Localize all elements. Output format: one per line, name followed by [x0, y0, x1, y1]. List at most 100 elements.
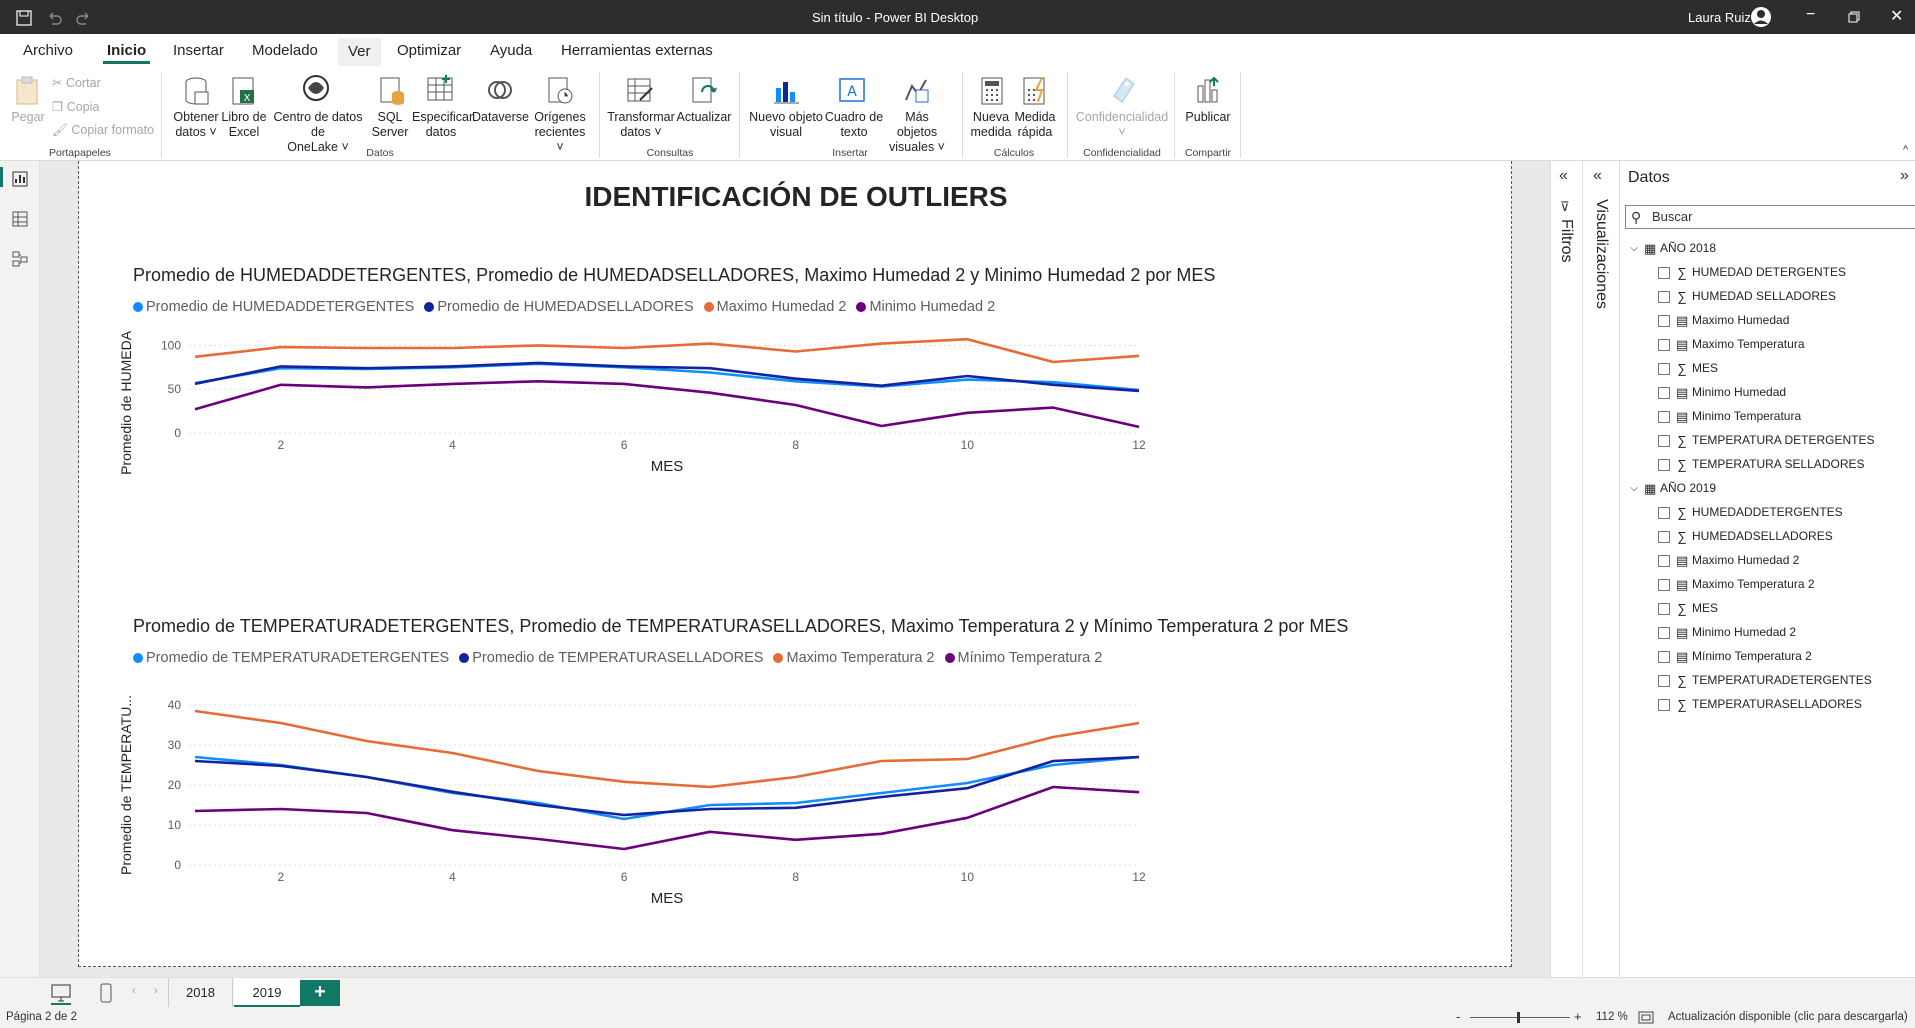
checkbox[interactable] — [1658, 506, 1670, 519]
copy-button[interactable]: ❐ Copia — [52, 100, 100, 114]
series-line[interactable] — [194, 379, 1140, 429]
nuevo-objeto-visual-button[interactable]: Nuevo objeto visual — [749, 110, 823, 139]
series-line[interactable] — [194, 709, 1140, 789]
chart1-plot[interactable]: 0 50 100 2 4 6 8 10 12 MES Promedio de HUMEDADD... — [119, 331, 1449, 561]
mas-objetos-visuales-button[interactable]: Más objetos visuales ˅ — [889, 110, 945, 154]
chart2-plot[interactable]: 0 10 20 30 40 2 4 6 8 10 12 MES Promedio de TEMPERAT… — [119, 677, 1449, 917]
legend-item[interactable]: Promedio de HUMEDADSELLADORES — [424, 299, 694, 315]
zoom-slider-thumb[interactable] — [1517, 1012, 1520, 1023]
sql-server-button[interactable]: SQL Server — [371, 110, 409, 139]
field-item[interactable]: ▤ Maximo Humedad — [1658, 311, 1789, 329]
transformar-datos-button[interactable]: Transformar datos ˅ — [607, 110, 675, 139]
filters-pane[interactable]: « ⊽ Filtros — [1550, 161, 1582, 977]
confidencialidad-button[interactable]: Confidencialidad ˅ — [1075, 110, 1169, 139]
format-painter-button[interactable]: 🖌 Copiar formato — [52, 123, 155, 137]
field-item[interactable]: ▤ Minimo Temperatura — [1658, 407, 1801, 425]
zoom-out-button[interactable]: - — [1456, 1009, 1461, 1024]
field-item[interactable]: ▤ Mínimo Temperatura 2 — [1658, 647, 1812, 665]
legend-item[interactable]: Promedio de TEMPERATURASELLADORES — [459, 650, 763, 666]
libro-excel-button[interactable]: Libro de Excel — [221, 110, 267, 139]
field-item[interactable]: ▤ Maximo Humedad 2 — [1658, 551, 1799, 569]
checkbox[interactable] — [1658, 338, 1670, 351]
expand-viz-icon[interactable]: « — [1593, 167, 1602, 184]
table-node[interactable]: ⌵ ▦ AÑO 2018 — [1628, 239, 1716, 257]
checkbox[interactable] — [1658, 410, 1670, 423]
cuadro-texto-button[interactable]: Cuadro de texto — [824, 110, 884, 139]
page-tab-2019[interactable]: 2019 — [234, 978, 300, 1008]
field-item[interactable]: ∑ TEMPERATURASELLADORES — [1658, 695, 1862, 713]
checkbox[interactable] — [1658, 650, 1670, 663]
tab-ver[interactable]: Ver — [338, 38, 381, 66]
chevron-down-icon[interactable]: ⌵ — [1630, 242, 1638, 254]
field-item[interactable]: ∑ HUMEDADDETERGENTES — [1658, 503, 1843, 521]
avatar-icon[interactable] — [1750, 6, 1772, 28]
zoom-slider[interactable] — [1470, 1017, 1570, 1018]
checkbox[interactable] — [1658, 386, 1670, 399]
fit-page-icon[interactable] — [1638, 1011, 1654, 1024]
field-item[interactable]: ∑ MES — [1658, 359, 1718, 377]
medida-rapida-button[interactable]: Medida rápida — [1014, 110, 1056, 139]
minimize-icon[interactable]: − — [1806, 6, 1816, 23]
publicar-button[interactable]: Publicar — [1185, 110, 1231, 124]
field-item[interactable]: ∑ HUMEDADSELLADORES — [1658, 527, 1833, 545]
redo-icon[interactable] — [76, 10, 92, 26]
mobile-layout-icon[interactable] — [100, 983, 112, 1003]
legend-item[interactable]: Minimo Humedad 2 — [856, 299, 995, 315]
field-item[interactable]: ∑ HUMEDAD DETERGENTES — [1658, 263, 1846, 281]
checkbox[interactable] — [1658, 626, 1670, 639]
page-tab-2018[interactable]: 2018 — [168, 978, 233, 1008]
table-node[interactable]: ⌵ ▦ AÑO 2019 — [1628, 479, 1716, 497]
field-item[interactable]: ∑ TEMPERATURA DETERGENTES — [1658, 431, 1874, 449]
legend-item[interactable]: Mínimo Temperatura 2 — [944, 650, 1102, 666]
zoom-in-button[interactable]: + — [1574, 1009, 1582, 1024]
legend-item[interactable]: Promedio de TEMPERATURADETERGENTES — [133, 650, 449, 666]
field-item[interactable]: ∑ TEMPERATURADETERGENTES — [1658, 671, 1872, 689]
checkbox[interactable] — [1658, 530, 1670, 543]
model-view-icon[interactable] — [12, 251, 28, 267]
series-line[interactable] — [194, 755, 1140, 817]
table-view-icon[interactable] — [12, 211, 28, 227]
field-item[interactable]: ▤ Minimo Humedad 2 — [1658, 623, 1796, 641]
desktop-layout-icon[interactable] — [51, 984, 71, 1002]
series-line[interactable] — [194, 755, 1140, 821]
field-item[interactable]: ∑ HUMEDAD SELLADORES — [1658, 287, 1836, 305]
save-icon[interactable] — [16, 10, 32, 26]
expand-filters-icon[interactable]: « — [1559, 167, 1568, 184]
tab-inicio[interactable]: Inicio — [103, 42, 151, 64]
especificar-datos-button[interactable]: Especificar datos — [412, 110, 474, 139]
update-available-link[interactable]: Actualización disponible (clic para desc… — [1668, 1011, 1908, 1023]
restore-icon[interactable] — [1848, 11, 1860, 23]
field-item[interactable]: ∑ MES — [1658, 599, 1718, 617]
report-view-icon[interactable] — [12, 171, 28, 187]
legend-item[interactable]: Maximo Humedad 2 — [703, 299, 846, 315]
field-item[interactable]: ∑ TEMPERATURA SELLADORES — [1658, 455, 1865, 473]
tab-optimizar[interactable]: Optimizar — [397, 42, 462, 59]
checkbox[interactable] — [1658, 554, 1670, 567]
checkbox[interactable] — [1658, 674, 1670, 687]
tab-archivo[interactable]: Archivo — [23, 42, 74, 59]
zoom-level[interactable]: 112 % — [1596, 1011, 1628, 1023]
search-input[interactable]: ⚲ Buscar — [1625, 205, 1915, 229]
tab-modelado[interactable]: Modelado — [252, 42, 318, 59]
legend-item[interactable]: Maximo Temperatura 2 — [773, 650, 935, 666]
origenes-recientes-button[interactable]: Orígenes recientes ˅ — [534, 110, 586, 154]
checkbox[interactable] — [1658, 602, 1670, 615]
legend-item[interactable]: Promedio de HUMEDADDETERGENTES — [133, 299, 414, 315]
tab-ayuda[interactable]: Ayuda — [490, 42, 533, 59]
close-icon[interactable]: ✕ — [1890, 8, 1904, 25]
field-item[interactable]: ▤ Maximo Temperatura 2 — [1658, 575, 1815, 593]
checkbox[interactable] — [1658, 698, 1670, 711]
series-line[interactable] — [194, 785, 1140, 851]
obtener-datos-button[interactable]: Obtener datos ˅ — [173, 110, 219, 139]
actualizar-button[interactable]: Actualizar — [676, 110, 732, 124]
chevron-down-icon[interactable]: ⌵ — [1630, 482, 1638, 494]
checkbox[interactable] — [1658, 290, 1670, 303]
prev-page-icon[interactable]: ‹ — [132, 985, 136, 997]
tab-herramientas-externas[interactable]: Herramientas externas — [561, 42, 713, 59]
collapse-ribbon-icon[interactable]: ^ — [1903, 144, 1909, 156]
collapse-data-icon[interactable]: » — [1900, 167, 1909, 184]
checkbox[interactable] — [1658, 458, 1670, 471]
user-name[interactable]: Laura Ruiz — [1688, 10, 1751, 25]
nueva-medida-button[interactable]: Nueva medida — [970, 110, 1012, 139]
field-item[interactable]: ▤ Maximo Temperatura — [1658, 335, 1805, 353]
